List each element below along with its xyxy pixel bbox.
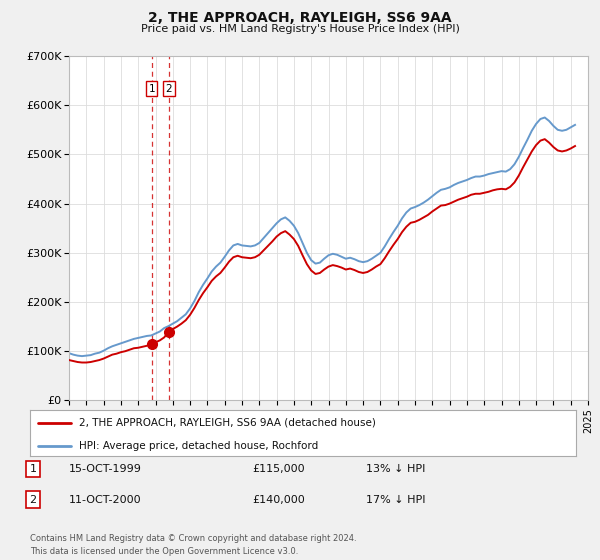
Text: 2, THE APPROACH, RAYLEIGH, SS6 9AA: 2, THE APPROACH, RAYLEIGH, SS6 9AA bbox=[148, 11, 452, 25]
Text: HPI: Average price, detached house, Rochford: HPI: Average price, detached house, Roch… bbox=[79, 441, 319, 451]
Text: 15-OCT-1999: 15-OCT-1999 bbox=[69, 464, 142, 474]
Text: £115,000: £115,000 bbox=[252, 464, 305, 474]
Text: 2: 2 bbox=[29, 494, 37, 505]
Text: £140,000: £140,000 bbox=[252, 494, 305, 505]
Text: 1: 1 bbox=[149, 83, 155, 94]
Text: 17% ↓ HPI: 17% ↓ HPI bbox=[366, 494, 425, 505]
Text: 2, THE APPROACH, RAYLEIGH, SS6 9AA (detached house): 2, THE APPROACH, RAYLEIGH, SS6 9AA (deta… bbox=[79, 418, 376, 428]
Text: 13% ↓ HPI: 13% ↓ HPI bbox=[366, 464, 425, 474]
Text: 2: 2 bbox=[166, 83, 172, 94]
Text: Contains HM Land Registry data © Crown copyright and database right 2024.
This d: Contains HM Land Registry data © Crown c… bbox=[30, 534, 356, 556]
Text: 1: 1 bbox=[29, 464, 37, 474]
Text: 11-OCT-2000: 11-OCT-2000 bbox=[69, 494, 142, 505]
Text: Price paid vs. HM Land Registry's House Price Index (HPI): Price paid vs. HM Land Registry's House … bbox=[140, 24, 460, 34]
